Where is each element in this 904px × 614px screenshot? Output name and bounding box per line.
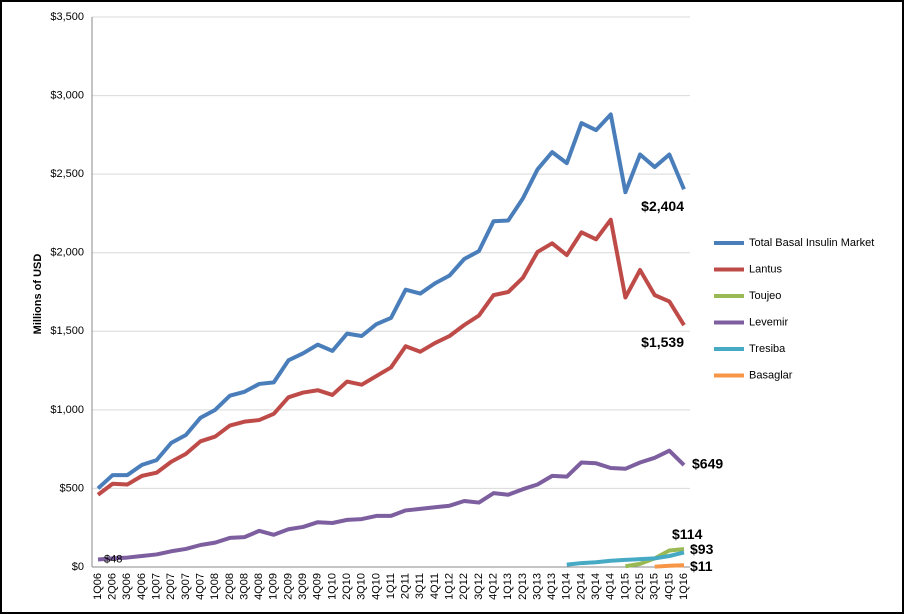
x-tick-label: 4Q15	[663, 573, 675, 600]
x-tick-label: 2Q09	[282, 573, 294, 600]
data-label: $11	[690, 558, 713, 574]
x-tick-label: 3Q15	[649, 573, 661, 600]
x-tick-label: 4Q08	[253, 573, 265, 600]
legend-label: Basaglar	[749, 369, 793, 381]
x-tick-label: 2Q08	[224, 573, 236, 600]
data-label: $2,404	[641, 198, 684, 214]
x-tick-label: 2Q11	[400, 573, 412, 599]
x-tick-label: 1Q16	[678, 573, 690, 600]
y-axis-label: Millions of USD	[32, 254, 44, 335]
data-label: $649	[692, 456, 723, 472]
x-tick-label: 2Q10	[341, 573, 353, 600]
x-tick-label: 3Q14	[590, 573, 602, 600]
x-tick-label: 1Q07	[151, 573, 163, 600]
line-series	[96, 112, 686, 490]
x-tick-label: 3Q09	[297, 573, 309, 600]
y-tick-label: $2,500	[50, 168, 84, 180]
x-tick-label: 2Q07	[165, 573, 177, 600]
x-tick-label: 1Q12	[444, 573, 456, 600]
x-tick-label: 1Q15	[619, 573, 631, 600]
legend-label: Levemir	[749, 316, 788, 328]
x-tick-label: 4Q07	[194, 573, 206, 600]
x-tick-label: 1Q08	[209, 573, 221, 600]
x-tick-label: 3Q10	[356, 573, 368, 600]
x-tick-label: 2Q12	[458, 573, 470, 600]
line-series	[97, 448, 686, 562]
data-label: $114	[672, 526, 703, 542]
y-tick-label: $3,000	[50, 89, 84, 101]
x-tick-label: 3Q08	[238, 573, 250, 600]
x-tick-label: 3Q11	[414, 573, 426, 599]
legend-label: Tresiba	[749, 343, 786, 355]
x-tick-label: 4Q11	[429, 573, 441, 599]
data-label: $93	[690, 541, 714, 557]
y-tick-label: $3,500	[50, 11, 84, 23]
x-tick-label: 4Q06	[136, 573, 148, 600]
x-tick-label: 3Q06	[121, 573, 133, 600]
x-tick-label: 4Q12	[487, 573, 499, 600]
x-tick-label: 1Q10	[326, 573, 338, 600]
y-tick-label: $1,000	[50, 404, 84, 416]
data-label: $1,539	[641, 334, 684, 350]
y-tick-label: $2,000	[50, 247, 84, 259]
x-tick-label: 1Q06	[92, 573, 104, 600]
x-tick-label: 4Q09	[312, 573, 324, 600]
x-tick-label: 2Q14	[575, 573, 587, 600]
x-tick-label: 3Q12	[473, 573, 485, 600]
legend-label: Total Basal Insulin Market	[749, 237, 874, 249]
line-series	[566, 550, 685, 567]
line-series	[654, 563, 685, 569]
x-tick-label: 1Q09	[268, 573, 280, 600]
x-tick-label: 1Q13	[502, 573, 514, 600]
x-tick-label: 4Q14	[605, 573, 617, 600]
legend-label: Toujeo	[749, 290, 781, 302]
y-tick-label: $500	[60, 482, 84, 494]
x-tick-label: 4Q13	[546, 573, 558, 600]
line-series	[96, 217, 686, 497]
x-tick-label: 2Q06	[107, 573, 119, 600]
legend-label: Lantus	[749, 263, 783, 275]
x-tick-label: 3Q07	[180, 573, 192, 600]
y-tick-label: $0	[72, 561, 84, 573]
data-label: $48	[104, 553, 122, 565]
x-tick-label: 2Q15	[634, 573, 646, 600]
x-tick-label: 1Q11	[385, 573, 397, 599]
x-tick-label: 4Q10	[370, 573, 382, 600]
y-tick-label: $1,500	[50, 325, 84, 337]
x-tick-label: 2Q13	[517, 573, 529, 600]
x-tick-label: 1Q14	[561, 573, 573, 600]
x-tick-label: 3Q13	[531, 573, 543, 600]
